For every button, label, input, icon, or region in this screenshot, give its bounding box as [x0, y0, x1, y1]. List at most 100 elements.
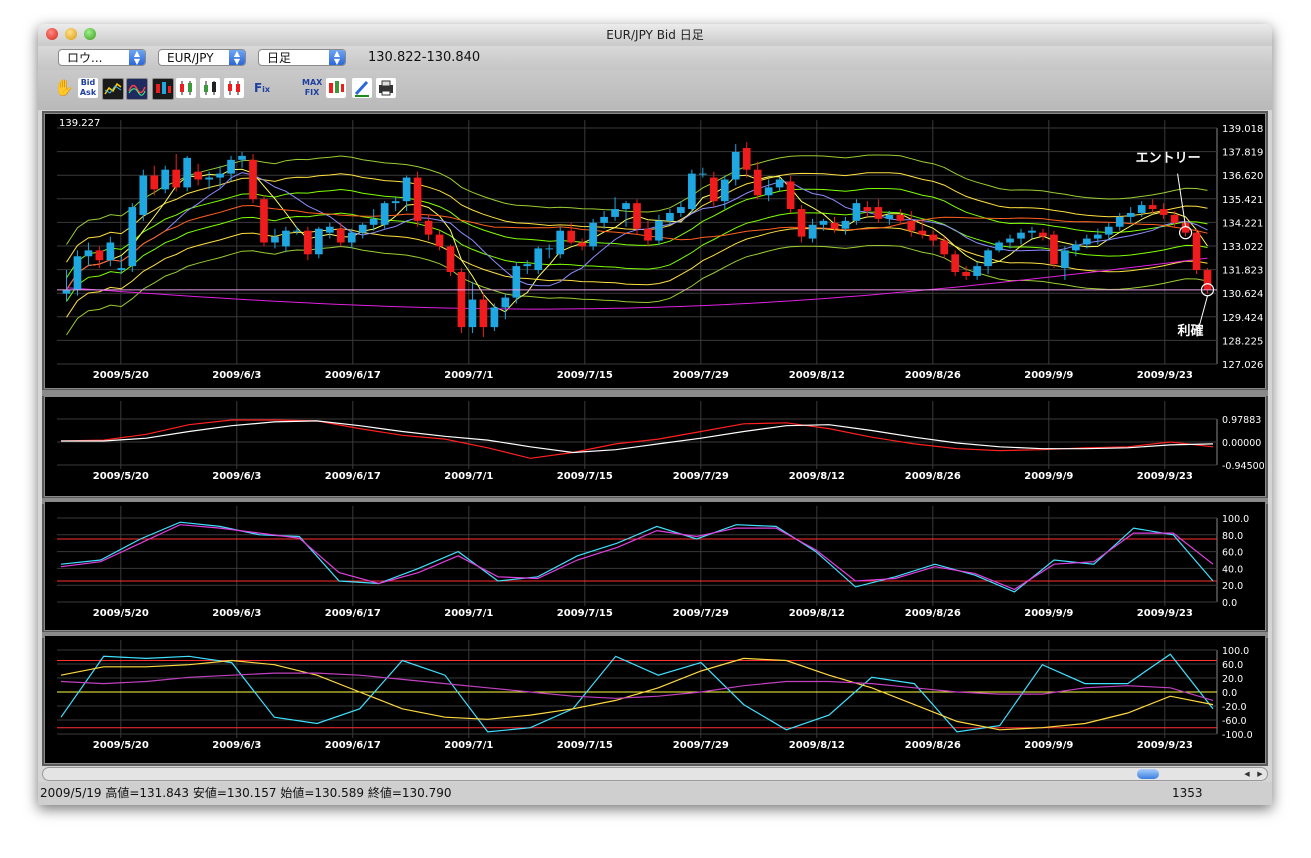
bollinger-band-line: [66, 211, 1208, 302]
candlestick-panel-icon[interactable]: [152, 78, 174, 100]
y-tick-label: 139.018: [1222, 124, 1263, 135]
candle-body: [314, 228, 323, 255]
scroll-right-icon[interactable]: ▶: [1257, 770, 1263, 778]
candle-body: [424, 220, 433, 235]
candle-body: [336, 228, 345, 243]
x-tick-label: 2009/7/29: [673, 608, 729, 619]
print-tool-icon[interactable]: [376, 78, 396, 98]
x-tick-label: 2009/5/20: [93, 608, 149, 619]
candle-down-icon[interactable]: [200, 78, 220, 98]
x-tick-label: 2009/7/15: [557, 608, 613, 619]
exit-pointer-line: [1199, 295, 1208, 326]
stochastic-chart: 100.0 80.0 60.0 40.0 20.0 0.0 2009/5/20 2009/6/…: [57, 506, 1249, 619]
candle-body: [677, 207, 685, 213]
candle-body: [523, 264, 532, 267]
bid-ask-toggle-icon[interactable]: Bid Ask: [78, 78, 98, 98]
x-tick-label: 2009/8/12: [789, 370, 845, 381]
y-tick-label: 20.0: [1222, 581, 1243, 592]
candle-body: [512, 266, 521, 298]
candle-body: [150, 175, 159, 190]
rci-panel[interactable]: 100.0 60.0 20.0 0.0 -20.0 -60.0 -100.0 2009/5/2…: [44, 635, 1266, 764]
max-fix-tool-icon[interactable]: MAX FIX: [302, 78, 323, 97]
candle-body: [995, 242, 1003, 251]
candle-body: [918, 230, 927, 235]
candle-body: [611, 209, 619, 217]
price-panel[interactable]: 139.018 137.819 136.620 135.421 134.221 133.0…: [44, 113, 1266, 389]
candle-body: [534, 248, 543, 271]
candle-body: [775, 179, 784, 188]
entry-annotation: エントリー: [1136, 151, 1201, 166]
y-tick-label: 60.0: [1222, 660, 1243, 671]
window-controls: [46, 28, 96, 40]
candle-body: [1181, 222, 1190, 233]
candle-body: [644, 228, 652, 241]
series-line-1: [60, 524, 1214, 591]
series-line-0: [60, 521, 1214, 593]
select-arrows-icon: ▲ ▼: [329, 50, 345, 66]
candle-body: [282, 230, 290, 247]
candle-body: [973, 266, 981, 276]
entry-pointer-line: [1177, 173, 1187, 227]
candle-body: [380, 203, 389, 225]
y-tick-label: 129.424: [1222, 313, 1263, 324]
chart-area: 139.018 137.819 136.620 135.421 134.221 133.0…: [42, 111, 1268, 766]
x-tick-label: 2009/5/20: [93, 471, 149, 482]
y-tick-label: 137.819: [1222, 148, 1263, 159]
x-tick-label: 2009/9/23: [1137, 471, 1193, 482]
minimize-icon[interactable]: [65, 28, 77, 40]
x-tick-label: 2009/7/29: [673, 471, 729, 482]
x-tick-label: 2009/9/23: [1137, 740, 1193, 751]
horizontal-scrollbar[interactable]: ◀ ▶: [42, 767, 1268, 781]
candle-body: [325, 226, 334, 233]
macd-panel[interactable]: 0.97883 0.00000 -0.94500 2009/5/20 2009/6/3 2…: [44, 396, 1266, 497]
x-tick-label: 2009/8/12: [789, 471, 845, 482]
candle-body: [1170, 214, 1179, 223]
y-tick-label: -60.0: [1222, 716, 1247, 727]
close-icon[interactable]: [46, 28, 58, 40]
y-tick-label: 136.620: [1222, 171, 1263, 182]
candle-body: [1028, 230, 1036, 233]
x-tick-label: 2009/9/9: [1024, 608, 1073, 619]
symbol-select-value: EUR/JPY: [167, 51, 214, 65]
candle-body: [1061, 250, 1069, 269]
candle-body: [797, 209, 806, 237]
fix-tool-icon[interactable]: Fix: [253, 81, 271, 95]
stochastic-panel[interactable]: 100.0 80.0 60.0 40.0 20.0 0.0 2009/5/20 2009/6/…: [44, 501, 1266, 631]
candle-body: [457, 272, 466, 328]
candle-body: [1050, 234, 1058, 265]
candle-body: [1115, 216, 1124, 227]
symbol-select[interactable]: EUR/JPY ▲ ▼: [158, 49, 246, 66]
status-bar: 2009/5/19 高値=131.843 安値=130.157 始値=130.5…: [38, 782, 1272, 805]
candle-body: [205, 177, 213, 180]
x-tick-label: 2009/9/23: [1137, 608, 1193, 619]
candle-body: [709, 177, 718, 202]
panel-splitter[interactable]: [42, 390, 1268, 396]
oscillator-panel-icon[interactable]: [126, 78, 148, 100]
pencil-tool-icon[interactable]: [352, 78, 372, 98]
candle-body: [161, 169, 170, 190]
zoom-icon[interactable]: [84, 28, 96, 40]
y-tick-label: 127.026: [1222, 360, 1263, 371]
scroll-left-icon[interactable]: ◀: [1244, 770, 1250, 778]
x-tick-label: 2009/8/26: [905, 471, 961, 482]
candle-body: [753, 169, 762, 196]
x-tick-label: 2009/6/17: [325, 370, 381, 381]
scroll-thumb[interactable]: [1137, 769, 1159, 779]
candle-body: [742, 148, 751, 170]
color-candle-tool-icon[interactable]: [326, 78, 346, 98]
candle-body: [402, 177, 411, 202]
candle-mixed-icon[interactable]: [224, 78, 244, 98]
candle-body: [1104, 226, 1113, 235]
candle-up-icon[interactable]: [176, 78, 196, 98]
title-bar[interactable]: EUR/JPY Bid 日足: [38, 24, 1272, 46]
mode-select[interactable]: ロウ... ▲ ▼: [58, 49, 146, 66]
hand-tool-icon[interactable]: ✋: [54, 78, 74, 97]
indicator-panel-icon[interactable]: [102, 78, 124, 100]
period-select[interactable]: 日足 ▲ ▼: [258, 49, 346, 66]
candle-body: [1203, 270, 1212, 290]
candle-body: [304, 230, 312, 255]
y-tick-label: -100.0: [1222, 730, 1253, 741]
candle-body: [567, 230, 576, 243]
candle-body: [885, 214, 894, 219]
candle-body: [852, 203, 861, 221]
